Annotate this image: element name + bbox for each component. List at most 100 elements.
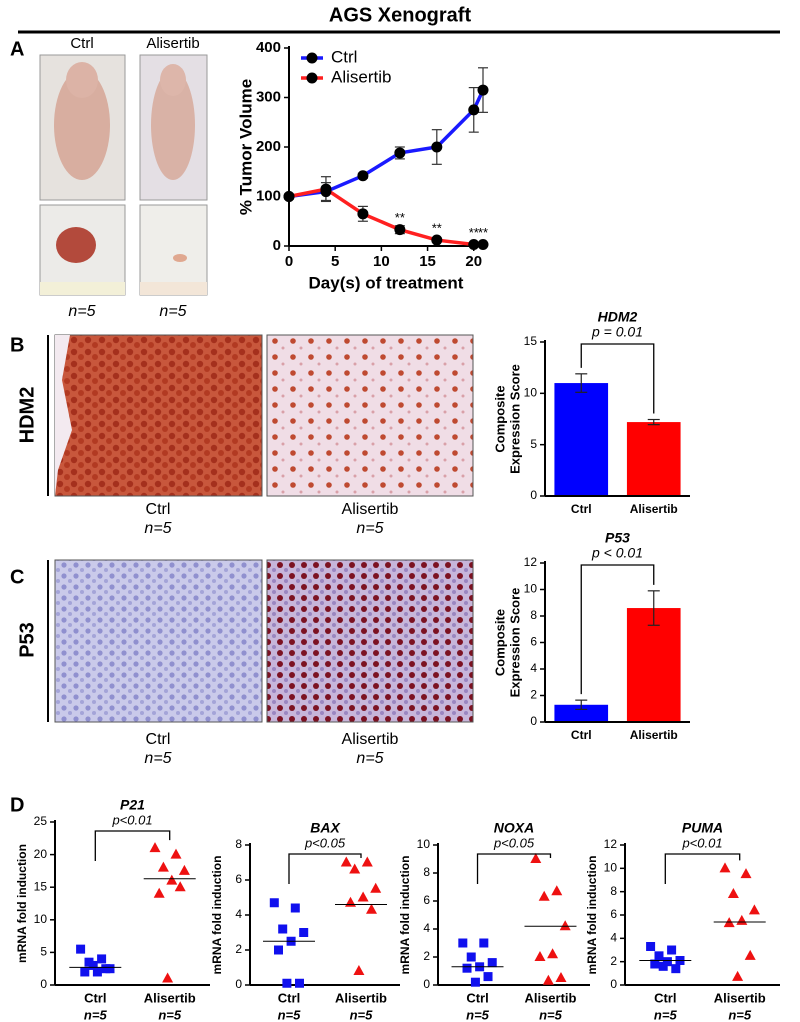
x-tick-label: Ctrl (654, 990, 676, 1005)
y-tick-label: 10 (524, 386, 538, 400)
data-point (547, 948, 559, 959)
data-point (283, 191, 295, 202)
data-point (357, 170, 369, 182)
significance-label: p<0.05 (304, 835, 346, 850)
n-label: n=5 (356, 750, 383, 767)
y-tick-label: 12 (604, 837, 618, 851)
x-tick-label: Alisertib (524, 990, 576, 1005)
y-tick-label: 0 (610, 977, 617, 991)
y-tick-label: 8 (530, 608, 537, 622)
y-tick-label: 10 (524, 582, 538, 596)
y-axis-label: % Tumor Volume (236, 79, 255, 215)
data-point (650, 959, 660, 969)
bar (554, 383, 609, 496)
data-point (727, 888, 739, 898)
series-line (288, 89, 485, 199)
y-tick-label: 2 (610, 954, 617, 968)
x-tick-label: Alisertib (144, 990, 196, 1005)
x-tick-label: 10 (373, 253, 390, 270)
x-tick-label: 20 (465, 253, 482, 270)
x-tick-label: Ctrl (571, 502, 592, 516)
point-label: ** (469, 225, 479, 240)
y-tick-label: 4 (423, 921, 430, 935)
y-axis-label: Expression Score (507, 588, 522, 698)
chart-title: P21 (120, 797, 145, 813)
x-tick-label: 0 (285, 253, 293, 270)
data-point (320, 183, 332, 195)
data-point (462, 963, 472, 973)
significance-label: p<0.05 (493, 835, 535, 850)
data-point (479, 938, 489, 948)
data-point (349, 863, 361, 874)
data-point (149, 842, 161, 853)
y-axis-label: Composite (492, 385, 507, 452)
n-label: n=5 (158, 1007, 182, 1022)
x-tick-label: Alisertib (714, 990, 766, 1005)
data-point (170, 848, 182, 859)
significance-bracket (94, 830, 171, 861)
chart-title: BAX (310, 820, 341, 836)
y-tick-label: 300 (256, 88, 281, 105)
data-point (174, 881, 186, 892)
significance-bracket (664, 853, 741, 884)
data-point (431, 234, 443, 246)
data-point (477, 84, 489, 96)
y-tick-label: 10 (34, 912, 48, 926)
data-point (394, 147, 406, 159)
data-point (654, 951, 664, 961)
point-label: ** (432, 220, 442, 235)
y-tick-label: 10 (417, 837, 431, 851)
series-line (288, 187, 483, 247)
data-point (92, 967, 102, 977)
data-point (299, 928, 309, 937)
data-point (671, 964, 681, 974)
x-axis-label: Day(s) of treatment (309, 273, 464, 292)
data-point (483, 972, 493, 982)
data-point (274, 945, 283, 955)
significance-label: p<0.01 (681, 835, 722, 850)
y-axis-label: mRNA fold induction (15, 844, 29, 963)
y-tick-label: 0 (40, 977, 47, 991)
histology-background (55, 335, 72, 496)
significance-label: p < 0.01 (591, 545, 643, 561)
y-tick-label: 4 (530, 661, 537, 675)
x-tick-label: Alisertib (630, 728, 678, 742)
mouse-photo (39, 54, 208, 201)
data-point (353, 965, 365, 975)
y-tick-label: 4 (610, 931, 617, 945)
n-label: n=5 (159, 303, 186, 320)
data-point (394, 224, 406, 236)
data-point (357, 891, 369, 902)
data-point (736, 914, 748, 925)
n-label: n=5 (356, 520, 383, 537)
n-label: n=5 (84, 1007, 108, 1022)
data-point (166, 874, 178, 885)
data-point (719, 862, 731, 873)
data-point (667, 945, 677, 955)
data-point (88, 960, 98, 970)
data-point (76, 944, 86, 954)
panel-label: B (10, 334, 24, 356)
data-point (345, 896, 356, 907)
y-tick-label: 5 (40, 945, 47, 959)
y-tick-label: 12 (524, 555, 538, 569)
data-point (555, 972, 567, 982)
panel-label: D (10, 794, 24, 816)
y-tick-label: 6 (530, 635, 537, 649)
y-tick-label: 0 (273, 237, 281, 254)
data-point (534, 951, 546, 961)
y-tick-label: 8 (235, 837, 242, 851)
y-tick-label: 4 (235, 907, 242, 921)
bar (554, 704, 609, 722)
data-point (470, 977, 480, 987)
legend-marker (306, 52, 318, 64)
x-tick-label: 5 (331, 253, 339, 270)
data-point (530, 853, 542, 863)
y-axis-label: Expression Score (507, 364, 522, 474)
n-label: n=5 (144, 750, 171, 767)
data-point (101, 964, 111, 974)
y-tick-label: 8 (423, 865, 430, 879)
legend-label: Ctrl (331, 47, 357, 66)
y-tick-label: 2 (235, 942, 242, 956)
